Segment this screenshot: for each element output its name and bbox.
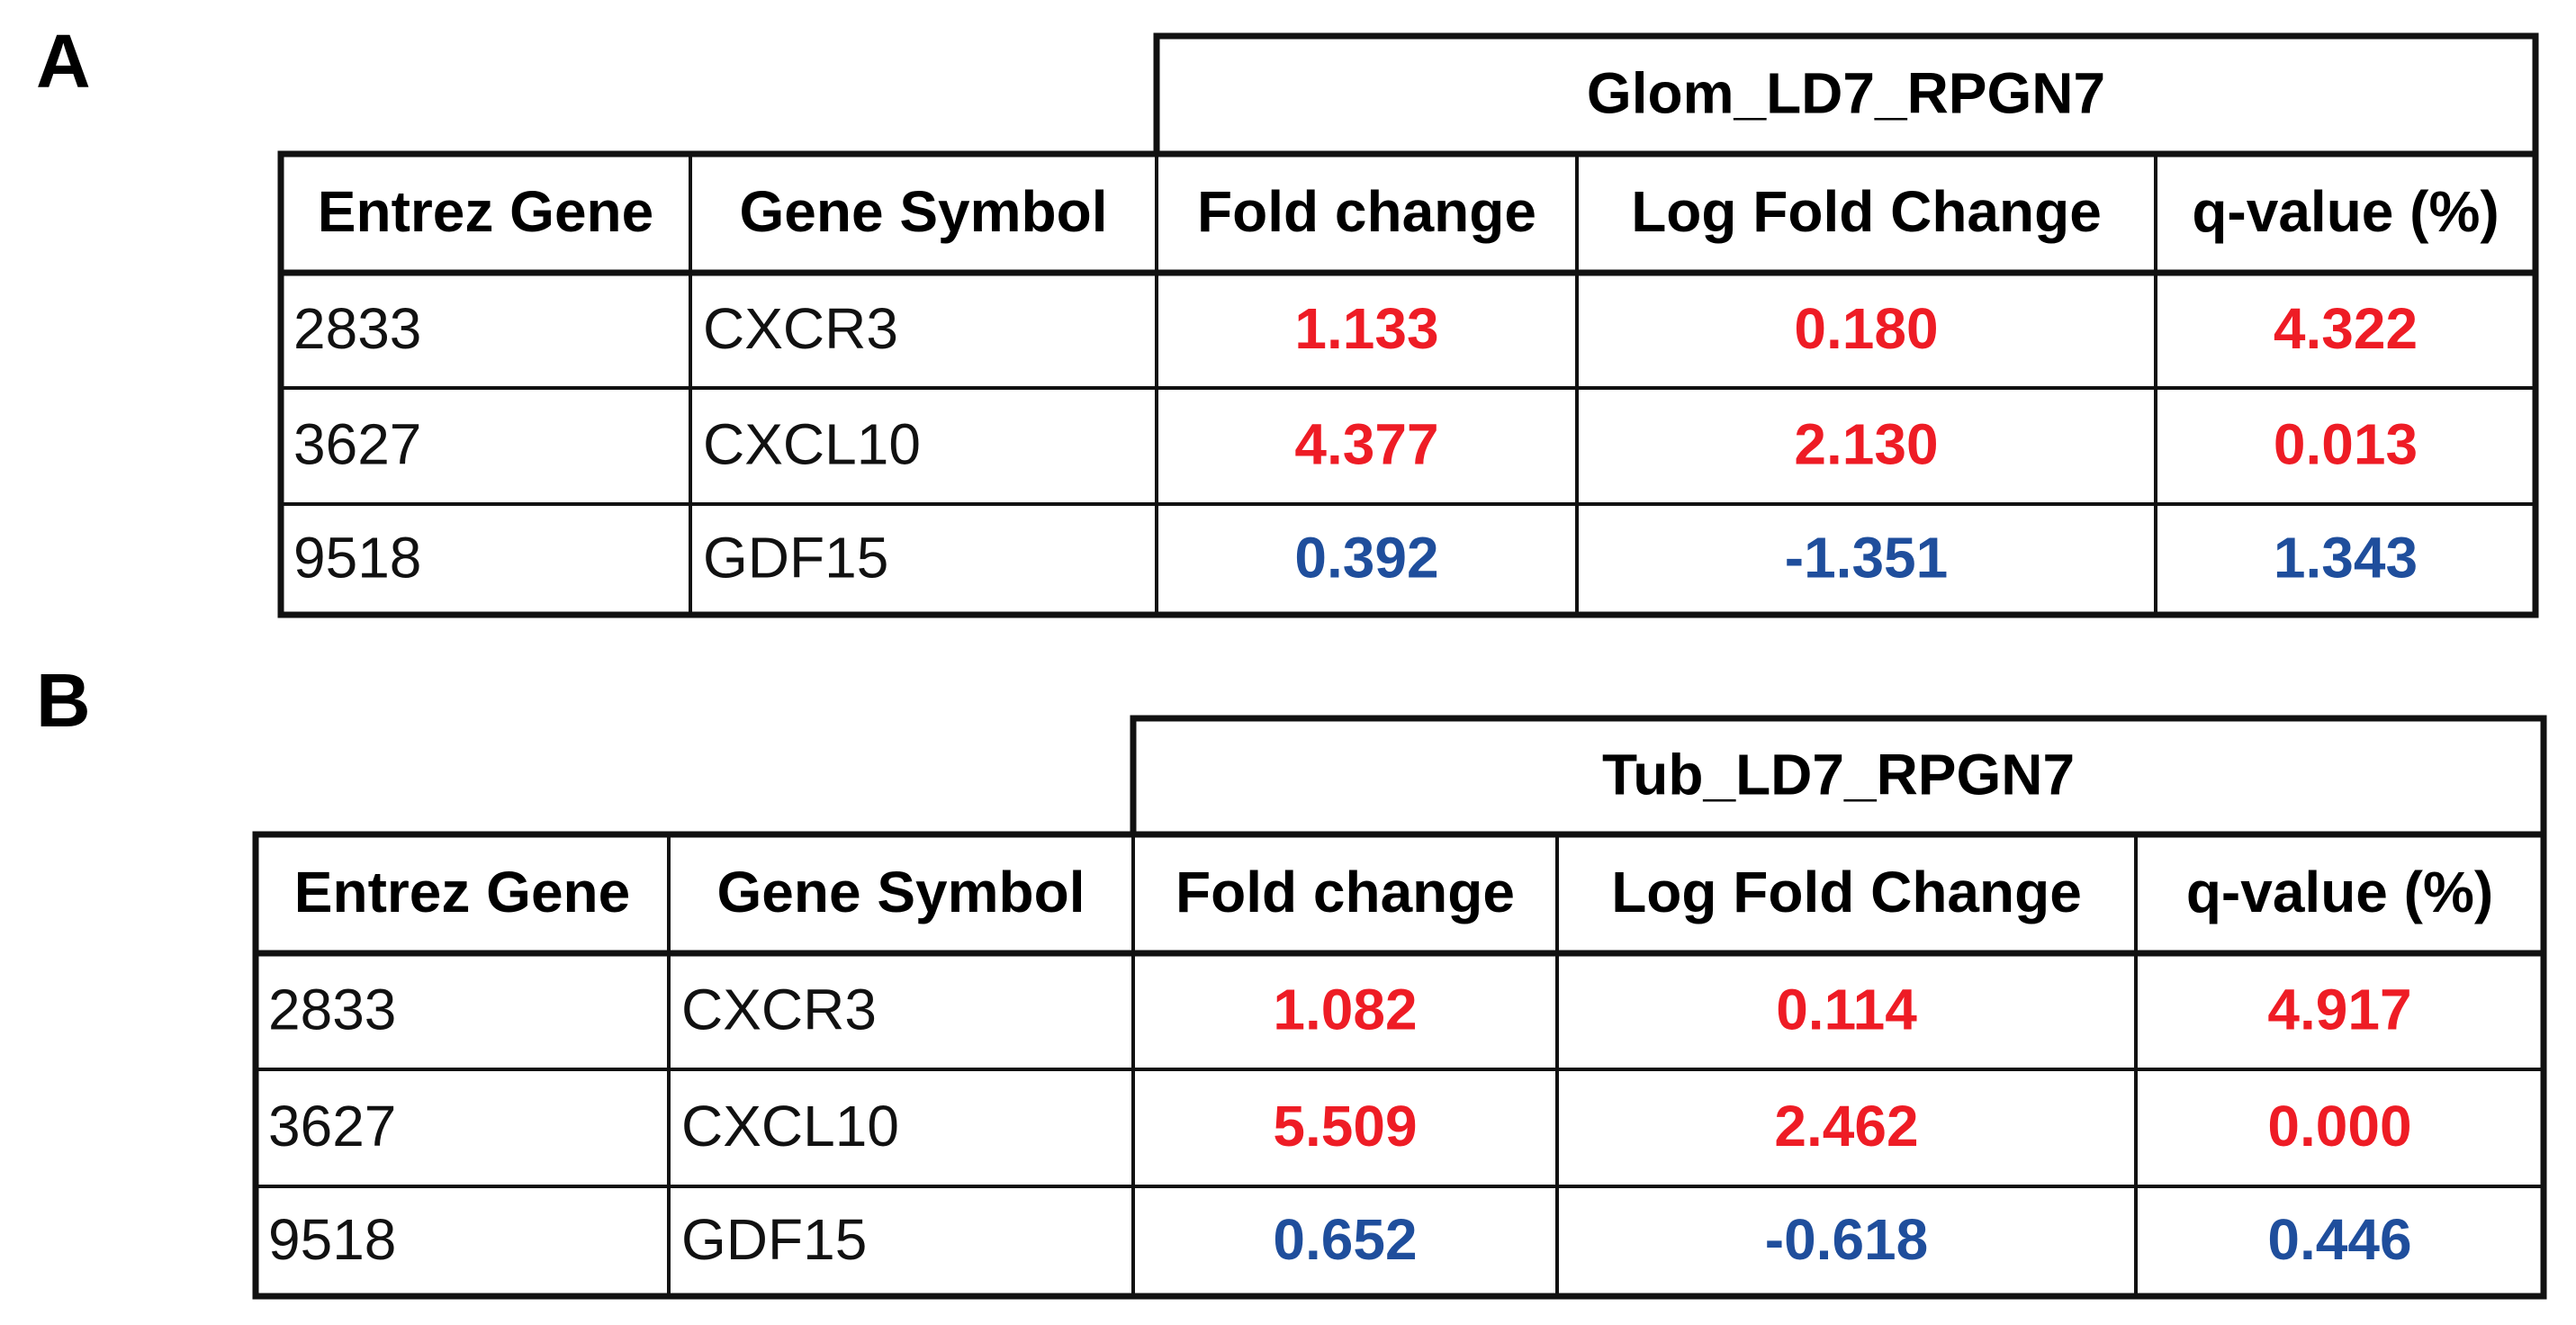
column-header: q-value (%) [2192, 179, 2499, 244]
table-border [277, 150, 2539, 618]
cell-value: 0.000 [2267, 1094, 2411, 1158]
cell-text: 2833 [268, 977, 396, 1041]
cell-value: 4.377 [1294, 411, 1438, 476]
cell-value: -1.351 [1785, 525, 1948, 590]
cell-value: 0.180 [1794, 296, 1938, 361]
cell-value: -0.618 [1765, 1207, 1928, 1272]
column-header: Log Fold Change [1631, 179, 2102, 244]
panel-label: B [36, 658, 91, 743]
cell-value: 0.013 [2274, 411, 2418, 476]
cell-value: 4.917 [2267, 977, 2411, 1041]
cell-value: 2.130 [1794, 411, 1938, 476]
cell-text: CXCR3 [681, 977, 877, 1041]
cell-value: 5.509 [1273, 1094, 1417, 1158]
cell-text: 3627 [268, 1094, 396, 1158]
column-header: Entrez Gene [318, 179, 653, 244]
column-header: Gene Symbol [717, 860, 1085, 924]
column-header: Log Fold Change [1611, 860, 2082, 924]
column-header: q-value (%) [2186, 860, 2493, 924]
panel-label: A [36, 19, 91, 104]
column-header: Entrez Gene [294, 860, 630, 924]
column-header: Fold change [1197, 179, 1536, 244]
cell-value: 0.652 [1273, 1207, 1417, 1272]
column-header: Gene Symbol [740, 179, 1108, 244]
column-header: Fold change [1175, 860, 1515, 924]
cell-text: GDF15 [703, 525, 888, 590]
cell-value: 1.082 [1273, 977, 1417, 1041]
cell-value: 4.322 [2274, 296, 2418, 361]
cell-value: 1.343 [2274, 525, 2418, 590]
cell-text: 3627 [293, 411, 421, 476]
cell-text: 2833 [293, 296, 421, 361]
cell-value: 0.446 [2267, 1207, 2411, 1272]
cell-text: CXCL10 [681, 1094, 899, 1158]
group-header: Tub_LD7_RPGN7 [1602, 742, 2075, 807]
cell-text: CXCL10 [703, 411, 921, 476]
cell-value: 2.462 [1774, 1094, 1918, 1158]
table-border [252, 831, 2547, 1300]
cell-value: 1.133 [1294, 296, 1438, 361]
cell-text: 9518 [293, 525, 421, 590]
cell-text: GDF15 [681, 1207, 867, 1272]
cell-text: CXCR3 [703, 296, 898, 361]
cell-value: 0.392 [1294, 525, 1438, 590]
cell-text: 9518 [268, 1207, 396, 1272]
cell-value: 0.114 [1776, 977, 1917, 1041]
group-header: Glom_LD7_RPGN7 [1587, 60, 2105, 125]
